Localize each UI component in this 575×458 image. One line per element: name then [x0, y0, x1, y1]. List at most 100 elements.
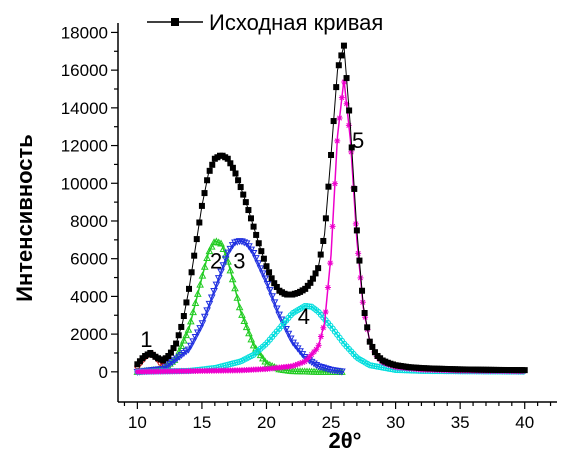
data-point — [348, 144, 355, 151]
data-point — [284, 330, 293, 338]
data-point — [327, 260, 334, 267]
data-point — [198, 271, 207, 279]
data-point — [371, 349, 378, 356]
data-point — [183, 299, 190, 306]
data-point — [324, 284, 331, 291]
data-point — [320, 324, 327, 331]
data-point — [245, 243, 253, 251]
series-line — [136, 45, 525, 371]
data-point — [263, 263, 270, 270]
legend-marker-square — [171, 18, 179, 26]
data-point — [186, 342, 195, 350]
data-point — [237, 184, 244, 191]
data-point — [308, 351, 315, 358]
data-point — [338, 94, 345, 101]
data-point — [249, 341, 258, 349]
data-point — [272, 305, 281, 313]
data-point — [314, 363, 323, 371]
data-point — [203, 307, 211, 315]
x-tick-label: 15 — [192, 413, 211, 432]
data-point — [353, 227, 360, 234]
data-point — [219, 244, 228, 253]
data-point — [352, 220, 359, 227]
data-point — [209, 161, 216, 168]
data-point — [366, 338, 373, 345]
data-point — [306, 353, 313, 360]
data-point — [175, 332, 182, 339]
data-point — [232, 170, 239, 177]
data-point — [259, 354, 267, 362]
series-original-curve — [134, 42, 528, 374]
data-point — [299, 359, 306, 366]
data-point — [193, 289, 202, 297]
data-point — [307, 279, 314, 286]
data-point — [261, 275, 270, 283]
data-point — [268, 275, 275, 282]
data-point — [229, 164, 236, 171]
y-tick-label: 8000 — [70, 212, 108, 231]
data-point — [250, 223, 257, 230]
x-tick-label: 30 — [386, 413, 405, 432]
data-point — [228, 275, 237, 283]
data-point — [317, 251, 324, 258]
data-point — [315, 342, 322, 349]
data-point — [196, 325, 204, 333]
data-point — [240, 239, 249, 247]
data-point — [273, 283, 280, 290]
data-point — [217, 239, 225, 247]
data-point — [207, 242, 216, 250]
peak-label-2: 2 — [210, 249, 222, 274]
data-point — [226, 266, 235, 274]
data-point — [217, 268, 225, 276]
data-point — [189, 308, 197, 316]
data-point — [317, 333, 324, 340]
data-point — [338, 52, 345, 59]
data-point — [196, 219, 203, 226]
data-point — [186, 317, 195, 325]
peak-labels: 12 345 — [140, 128, 364, 352]
data-point — [348, 148, 355, 155]
data-point — [343, 75, 350, 82]
data-point — [165, 352, 172, 359]
data-point — [231, 284, 239, 292]
data-point — [369, 343, 376, 350]
data-point — [238, 310, 246, 318]
data-point — [304, 282, 311, 289]
data-point — [226, 245, 235, 253]
data-point — [210, 238, 218, 246]
data-point — [341, 78, 348, 85]
data-point — [180, 336, 188, 344]
data-point — [182, 331, 191, 339]
data-point — [359, 287, 366, 294]
y-tick-label: 2000 — [70, 325, 108, 344]
data-point — [297, 360, 304, 367]
x-ticks: 10 15 20 25 30 35 40 — [123, 402, 552, 432]
data-point — [200, 313, 209, 321]
y-tick-label: 6000 — [70, 250, 108, 269]
data-point — [315, 265, 322, 272]
y-tick-label: 10000 — [61, 174, 108, 193]
x-axis-title: 2θ° — [329, 428, 362, 453]
legend: Исходная кривая — [147, 10, 383, 35]
data-point — [351, 185, 358, 192]
series-layer — [133, 42, 528, 376]
data-point — [338, 368, 346, 376]
data-point — [186, 285, 193, 292]
data-point — [317, 364, 325, 372]
data-point — [205, 247, 214, 255]
data-point — [193, 236, 200, 243]
data-point — [242, 199, 249, 206]
data-point — [521, 367, 528, 374]
data-point — [210, 288, 218, 296]
data-point — [193, 329, 202, 337]
data-point — [247, 246, 256, 254]
data-point — [254, 260, 263, 268]
data-point — [325, 183, 332, 190]
data-point — [311, 348, 318, 355]
plot-area: 10 15 20 25 30 35 40 0200040006000800010000120… — [61, 23, 557, 432]
data-point — [227, 160, 234, 167]
data-point — [313, 346, 320, 353]
data-point — [270, 299, 279, 307]
data-point — [184, 346, 193, 354]
